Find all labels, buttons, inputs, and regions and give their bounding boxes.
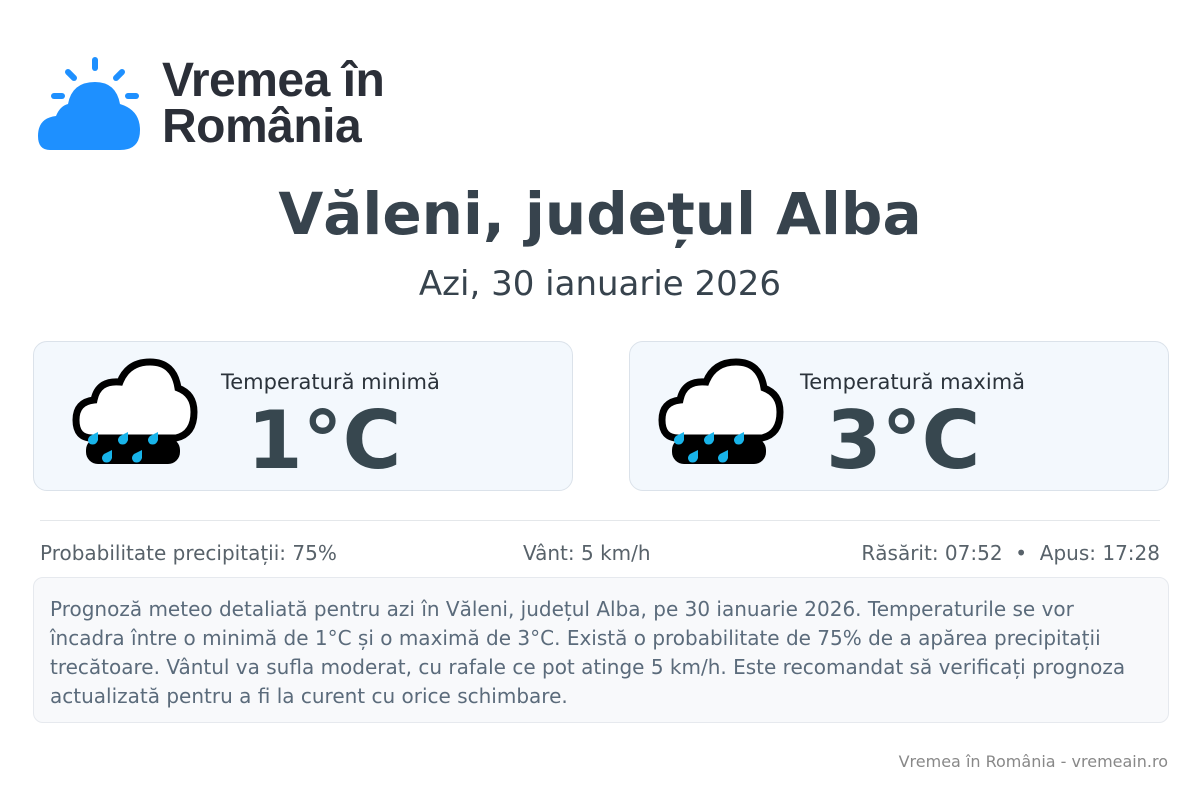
forecast-description: Prognoză meteo detaliată pentru azi în V… [33, 577, 1169, 723]
precipitation-stat: Probabilitate precipitații: 75% [40, 541, 337, 565]
date-subtitle: Azi, 30 ianuarie 2026 [418, 264, 782, 304]
min-temp-value: 1°C [247, 394, 402, 487]
max-temp-value: 3°C [826, 394, 981, 487]
wind-stat: Vânt: 5 km/h [523, 541, 651, 565]
max-temp-card: Temperatură maximă 3°C [629, 341, 1169, 491]
min-temp-label: Temperatură minimă [221, 370, 440, 394]
min-temp-card: Temperatură minimă 1°C [33, 341, 573, 491]
footer-credit[interactable]: Vremea în România - vremeain.ro [898, 752, 1168, 771]
brand-line2: România [162, 100, 362, 153]
page-title: Văleni, județul Alba [278, 180, 922, 248]
sun-times-stat: Răsărit: 07:52 • Apus: 17:28 [861, 541, 1160, 565]
sun-cloud-logo-icon [38, 57, 140, 150]
divider [40, 520, 1160, 521]
rain-cloud-icon [72, 358, 198, 464]
rain-cloud-icon [658, 358, 784, 464]
max-temp-label: Temperatură maximă [800, 370, 1026, 394]
logo[interactable]: Vremea în România [36, 54, 385, 154]
brand-line1: Vremea în [162, 54, 385, 107]
